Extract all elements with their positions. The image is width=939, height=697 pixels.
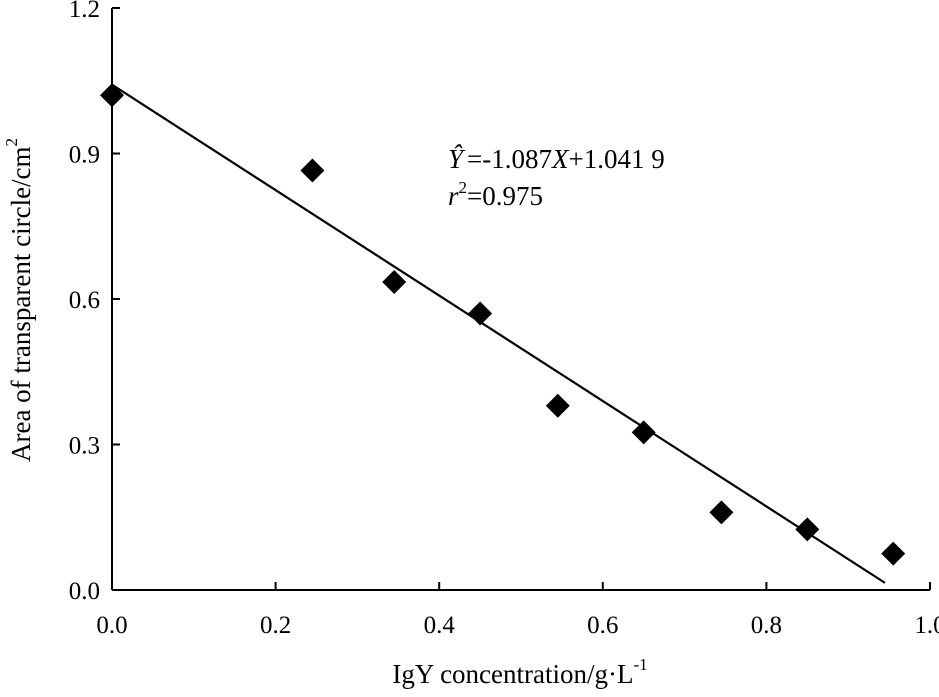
y-tick-label-3: 0.9: [69, 142, 100, 169]
y-tick-label-2: 0.6: [69, 287, 100, 314]
data-point-1: [300, 158, 325, 183]
x-tick-label-3: 0.6: [587, 612, 618, 639]
y-axis-title-text: Area of transparent circle/cm: [6, 146, 36, 462]
equation-x: X: [551, 144, 570, 174]
data-point-4: [545, 393, 570, 418]
x-axis-title-superscript: -1: [633, 655, 647, 674]
x-tick-label-0: 0.0: [96, 612, 127, 639]
equation-text: =-1.087X+1.041 9: [467, 144, 665, 174]
y-tick-label-1: 0.3: [69, 433, 100, 460]
x-tick-label-2: 0.4: [424, 612, 456, 639]
regression-line: [111, 83, 886, 584]
data-point-2: [382, 270, 407, 295]
x-tick-label-1: 0.2: [260, 612, 291, 639]
data-point-0: [100, 83, 124, 108]
y-ticks: 0.0 0.3 0.6 0.9 1.2: [69, 0, 120, 605]
data-point-7: [795, 517, 820, 542]
equation-yhat: Ŷ: [448, 144, 466, 174]
x-tick-label-5: 1.0: [914, 612, 939, 639]
equation-slope: =-1.087: [467, 144, 552, 174]
equation-intercept: +1.041 9: [568, 144, 664, 174]
r-squared-value: =0.975: [467, 181, 543, 211]
x-tick-label-4: 0.8: [751, 612, 782, 639]
regression-equation: Ŷ =-1.087X+1.041 9: [448, 144, 665, 174]
r-squared-r: r: [448, 181, 459, 211]
data-points: [100, 83, 906, 566]
x-ticks: 0.0 0.2 0.4 0.6 0.8 1.0: [96, 582, 939, 639]
y-tick-label-0: 0.0: [69, 578, 100, 605]
y-axis-title: Area of transparent circle/cm2: [2, 138, 36, 462]
y-tick-label-4: 1.2: [69, 0, 100, 23]
data-point-3: [468, 301, 493, 326]
data-point-8: [881, 541, 906, 566]
r-squared-label: r2=0.975: [448, 178, 543, 211]
axes: [111, 8, 930, 591]
data-point-6: [709, 500, 734, 525]
data-point-5: [631, 420, 656, 445]
fit-line-group: [111, 83, 886, 584]
y-axis-title-superscript: 2: [2, 138, 21, 147]
x-axis-title-text: IgY concentration/g·L: [392, 659, 633, 689]
x-axis-title: IgY concentration/g·L-1: [392, 655, 647, 689]
r-squared-sup: 2: [459, 178, 468, 197]
